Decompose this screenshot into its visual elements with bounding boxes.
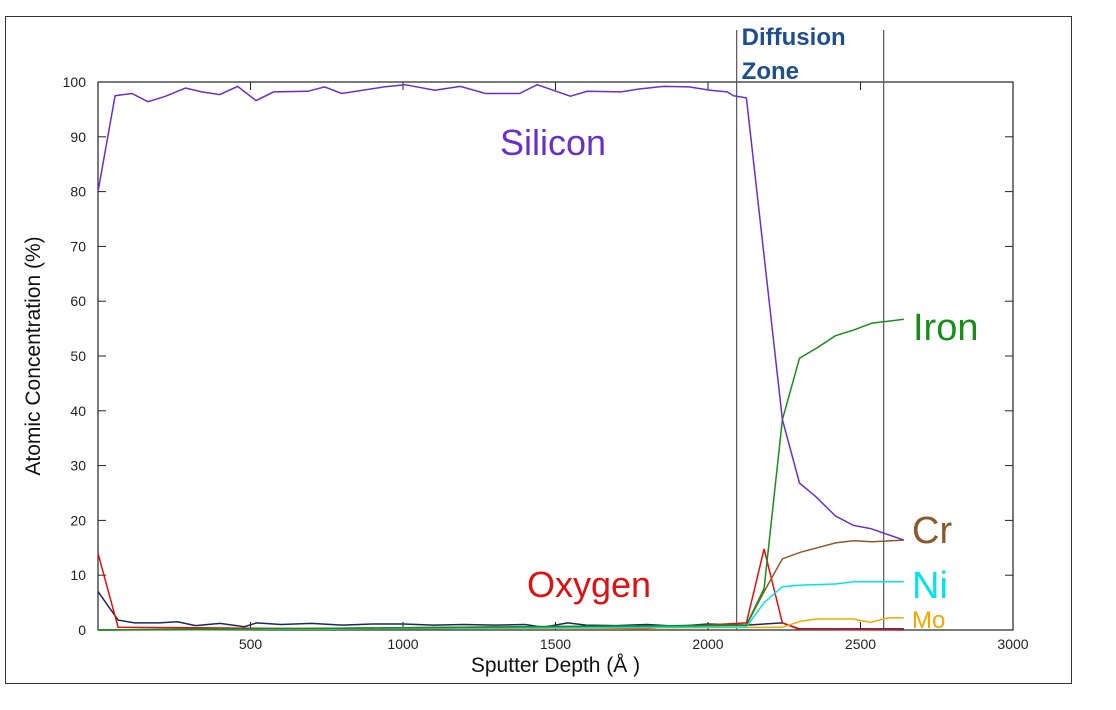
x-tick-label: 1500 [540,636,571,652]
series-line-oxygen [97,548,904,631]
series-line-silicon [97,83,905,541]
y-tick-label: 30 [70,458,86,474]
y-tick-label: 90 [70,129,86,145]
x-tick-label: 3000 [997,636,1028,652]
plot-area [97,81,1014,631]
series-label-oxygen: Oxygen [527,564,651,605]
y-tick-label: 70 [70,238,86,254]
x-axis-label: Sputter Depth (Å ) [471,654,640,677]
x-tick-label: 2500 [845,636,876,652]
y-tick-label: 100 [63,74,87,90]
series-line-mo [97,617,904,631]
diffusion-zone-label: Diffusion [742,24,846,51]
y-tick-label: 0 [78,622,86,638]
y-tick-label: 20 [70,512,86,528]
diffusion-zone-label: Zone [742,58,799,85]
y-tick-label: 50 [70,348,86,364]
x-tick-label: 2000 [692,636,723,652]
y-tick-label: 10 [70,567,86,583]
series-label-cr: Cr [912,510,952,552]
x-tick-label: 500 [239,636,263,652]
y-tick-label: 60 [70,293,86,309]
y-axis-label: Atomic Concentration (%) [22,236,45,475]
series-label-iron: Iron [913,307,978,349]
y-tick-label: 40 [70,403,86,419]
series-label-silicon: Silicon [500,122,606,163]
series-label-ni: Ni [912,565,948,607]
series-line-cr [97,539,904,631]
chart-frame [5,16,1072,684]
series-label-mo: Mo [912,607,945,634]
y-tick-label: 80 [70,184,86,200]
series-line-ni [97,581,904,631]
x-tick-label: 1000 [387,636,418,652]
series-line-iron [97,318,904,631]
